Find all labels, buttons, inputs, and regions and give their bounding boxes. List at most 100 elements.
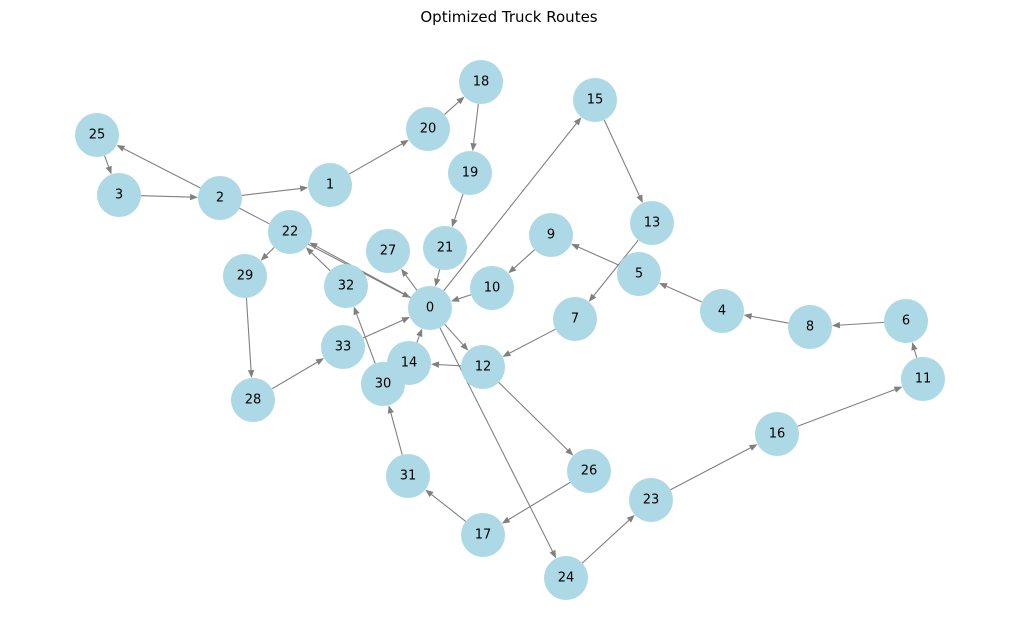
edge-line — [436, 269, 441, 280]
edge-line — [245, 297, 252, 371]
node-4: 4 — [700, 289, 744, 333]
node-circle — [308, 163, 352, 207]
edge-line — [603, 119, 640, 197]
arrowhead — [659, 282, 668, 290]
node-label: 10 — [484, 281, 501, 296]
edge-line — [266, 246, 275, 256]
edge-8-4 — [743, 313, 789, 324]
edge-13-7 — [588, 239, 639, 302]
arrowhead — [189, 193, 199, 201]
node-label: 28 — [245, 393, 262, 408]
edge-25-3 — [104, 155, 112, 175]
arrowhead — [508, 265, 517, 274]
edge-line — [438, 364, 462, 367]
edge-15-13 — [603, 119, 643, 204]
edge-29-28 — [245, 297, 255, 379]
edge-19-21 — [451, 193, 464, 228]
edge-line — [239, 207, 404, 295]
edge-line — [405, 274, 418, 291]
node-label: 1 — [326, 178, 334, 193]
arrowhead — [315, 358, 325, 365]
node-30: 30 — [361, 362, 405, 406]
edge-0-27 — [401, 268, 418, 291]
arrowhead — [565, 447, 574, 456]
edge-line — [271, 361, 318, 390]
edge-line — [123, 148, 201, 189]
edge-line — [356, 313, 376, 364]
arrowhead — [573, 117, 582, 126]
edge-line — [513, 249, 536, 269]
edge-line — [390, 412, 403, 455]
arrowhead — [588, 293, 597, 302]
arrowhead — [400, 139, 409, 147]
node-23: 23 — [629, 478, 673, 522]
edge-12-14 — [430, 361, 462, 368]
node-circle — [700, 289, 744, 333]
arrowhead — [451, 218, 458, 228]
node-label: 5 — [635, 267, 643, 282]
arrowhead — [626, 514, 635, 523]
node-22: 22 — [268, 210, 312, 254]
arrowhead — [502, 350, 512, 357]
node-circle — [755, 412, 799, 456]
edge-line — [443, 123, 577, 292]
edge-2-0 — [239, 207, 411, 298]
node-circle — [448, 151, 492, 195]
node-circle — [617, 252, 661, 296]
edge-line — [666, 285, 703, 303]
edge-layer — [104, 96, 918, 564]
arrowhead — [470, 142, 477, 152]
node-label: 11 — [915, 372, 932, 387]
edge-24-23 — [581, 514, 635, 564]
edge-28-33 — [271, 358, 325, 390]
edge-line — [797, 389, 896, 427]
node-13: 13 — [630, 201, 674, 245]
node-circle — [198, 176, 242, 220]
node-2: 2 — [198, 176, 242, 220]
edge-20-18 — [444, 96, 465, 115]
edge-line — [311, 252, 331, 272]
node-circle — [321, 325, 365, 369]
node-label: 6 — [902, 314, 910, 329]
chart-title: Optimized Truck Routes — [420, 8, 597, 26]
node-label: 22 — [282, 225, 299, 240]
node-25: 25 — [75, 113, 119, 157]
edge-line — [578, 246, 620, 266]
arrowhead — [247, 369, 255, 379]
node-28: 28 — [231, 378, 275, 422]
edge-line — [913, 349, 918, 359]
edge-line — [458, 294, 472, 300]
node-circle — [223, 254, 267, 298]
node-circle — [97, 173, 141, 217]
node-label: 20 — [420, 122, 437, 137]
node-circle — [386, 454, 430, 498]
node-circle — [75, 113, 119, 157]
arrowhead — [401, 316, 410, 324]
edge-18-19 — [470, 103, 479, 152]
edge-0-15 — [443, 117, 582, 292]
arrowhead — [105, 165, 112, 175]
node-circle — [406, 107, 450, 151]
arrowhead — [430, 361, 440, 368]
edge-31-30 — [387, 405, 403, 455]
node-18: 18 — [459, 60, 503, 104]
node-8: 8 — [788, 305, 832, 349]
edge-9-10 — [508, 249, 536, 274]
arrowhead — [743, 313, 753, 320]
node-circle — [901, 357, 945, 401]
edge-21-0 — [434, 269, 441, 287]
edge-11-6 — [911, 342, 918, 359]
edge-12-26 — [498, 382, 574, 456]
node-circle — [573, 78, 617, 122]
arrowhead — [401, 291, 411, 298]
node-label: 4 — [718, 304, 726, 319]
node-31: 31 — [386, 454, 430, 498]
node-27: 27 — [366, 229, 410, 273]
edge-26-17 — [501, 481, 571, 524]
node-label: 3 — [115, 188, 123, 203]
node-circle — [461, 513, 505, 557]
node-label: 32 — [338, 279, 355, 294]
arrowhead — [911, 342, 918, 351]
node-label: 26 — [581, 464, 598, 479]
edge-22-29 — [260, 246, 275, 261]
